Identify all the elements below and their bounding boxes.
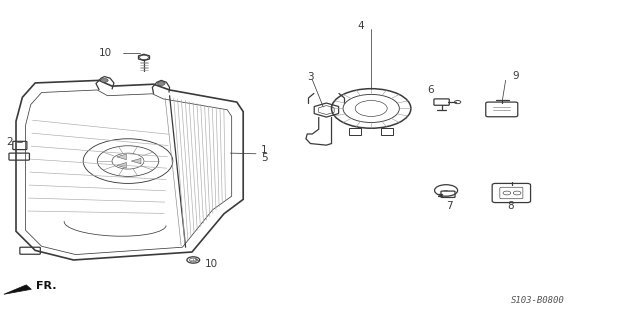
Text: ~: ~ xyxy=(442,188,448,194)
Polygon shape xyxy=(116,154,127,160)
Text: 9: 9 xyxy=(512,71,518,81)
Circle shape xyxy=(100,78,108,82)
Text: 5: 5 xyxy=(261,153,268,163)
Text: 10: 10 xyxy=(99,48,113,58)
Polygon shape xyxy=(4,285,31,294)
Text: 2: 2 xyxy=(6,137,13,147)
Text: FR.: FR. xyxy=(36,280,57,291)
Text: 4: 4 xyxy=(357,21,364,32)
Text: 1: 1 xyxy=(261,145,268,155)
Text: 7: 7 xyxy=(446,201,452,211)
Polygon shape xyxy=(116,162,127,168)
Circle shape xyxy=(157,82,165,85)
Polygon shape xyxy=(131,158,141,164)
Text: 8: 8 xyxy=(507,201,513,211)
Text: 10: 10 xyxy=(205,259,218,269)
Text: 6: 6 xyxy=(428,85,434,95)
Text: 3: 3 xyxy=(307,72,314,82)
Text: S103-B0800: S103-B0800 xyxy=(511,296,564,305)
